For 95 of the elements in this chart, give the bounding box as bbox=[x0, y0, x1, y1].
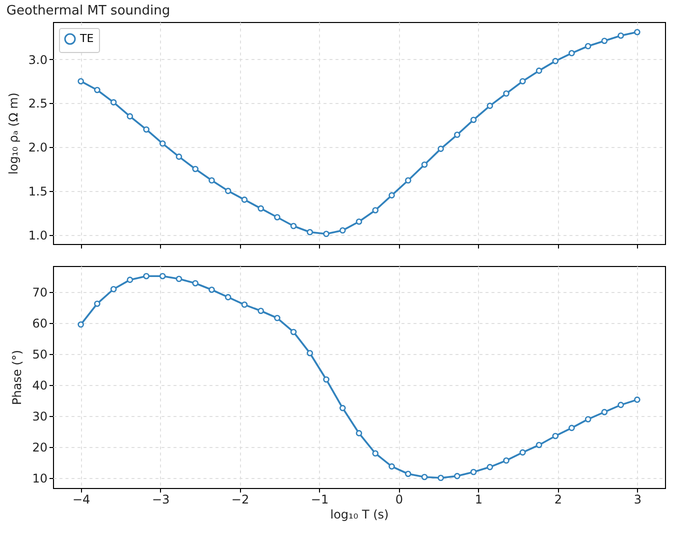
point bbox=[274, 314, 280, 322]
y-axis-title: log₁₀ ρₐ (Ω m) bbox=[6, 92, 20, 174]
point bbox=[208, 177, 215, 184]
point bbox=[421, 161, 428, 168]
y-tick-label: 2.5 bbox=[28, 96, 48, 111]
point bbox=[634, 28, 640, 36]
point bbox=[306, 350, 314, 356]
y-tick-label: 1.5 bbox=[28, 184, 48, 198]
point bbox=[159, 272, 166, 280]
point bbox=[94, 300, 100, 307]
x-axis-title: log₁₀ T (s) bbox=[330, 508, 389, 522]
point bbox=[306, 229, 314, 236]
y-tick-label: 2.0 bbox=[28, 140, 48, 155]
point bbox=[258, 205, 264, 212]
point bbox=[241, 302, 248, 308]
point bbox=[241, 196, 248, 203]
point bbox=[208, 286, 215, 293]
point bbox=[224, 188, 232, 194]
point bbox=[552, 58, 559, 64]
point bbox=[258, 308, 264, 314]
point bbox=[634, 396, 640, 403]
point bbox=[520, 78, 526, 84]
y-tick-label: 1.0 bbox=[28, 228, 48, 242]
point bbox=[536, 68, 542, 74]
point bbox=[388, 192, 395, 198]
x-tick-label: −3 bbox=[152, 492, 170, 506]
point bbox=[470, 116, 477, 123]
point bbox=[126, 113, 134, 120]
point bbox=[503, 457, 510, 464]
point bbox=[110, 286, 117, 292]
y-tick-label: 10 bbox=[32, 472, 48, 486]
point bbox=[159, 140, 166, 147]
point bbox=[438, 146, 444, 152]
point bbox=[143, 272, 150, 280]
point bbox=[601, 408, 608, 416]
x-tick-label: 3 bbox=[634, 492, 642, 506]
point bbox=[323, 230, 330, 238]
y-tick-label: 70 bbox=[32, 285, 48, 300]
point bbox=[356, 430, 362, 436]
point bbox=[339, 404, 346, 412]
x-tick-label: 2 bbox=[554, 492, 562, 506]
point bbox=[372, 207, 379, 214]
point bbox=[356, 218, 362, 225]
x-tick-label: 1 bbox=[474, 492, 483, 506]
chart-title: Geothermal MT sounding bbox=[6, 4, 170, 18]
y-tick-label: 3.0 bbox=[28, 52, 48, 67]
point bbox=[404, 177, 412, 184]
point bbox=[110, 99, 117, 106]
point bbox=[388, 463, 395, 470]
point bbox=[601, 38, 608, 44]
point bbox=[470, 468, 477, 476]
x-tick-label: −4 bbox=[72, 492, 90, 506]
point bbox=[421, 474, 428, 480]
point bbox=[290, 222, 297, 230]
point bbox=[404, 470, 412, 478]
legend-label: TE bbox=[79, 32, 94, 45]
point bbox=[224, 294, 232, 300]
point bbox=[454, 132, 460, 138]
x-tick-label: −2 bbox=[231, 492, 250, 506]
point bbox=[339, 227, 346, 234]
point bbox=[618, 32, 624, 39]
point bbox=[192, 280, 198, 286]
point bbox=[78, 78, 84, 84]
point bbox=[176, 276, 182, 282]
y-tick-label: 30 bbox=[32, 410, 48, 424]
point bbox=[486, 464, 494, 470]
point bbox=[192, 166, 198, 172]
point bbox=[568, 424, 575, 432]
y-tick-label: 50 bbox=[32, 348, 48, 362]
y-axis-title: Phase (°) bbox=[10, 350, 24, 406]
y-tick-label: 20 bbox=[32, 440, 48, 455]
point bbox=[584, 42, 592, 50]
x-tick-label: −1 bbox=[310, 492, 329, 506]
point bbox=[323, 376, 330, 383]
point bbox=[78, 321, 84, 328]
y-tick-label: 40 bbox=[32, 378, 48, 393]
point bbox=[290, 328, 297, 336]
point bbox=[372, 450, 379, 457]
point bbox=[552, 432, 559, 440]
point bbox=[143, 126, 150, 133]
point bbox=[618, 402, 624, 408]
point bbox=[503, 90, 510, 97]
x-tick-label: 0 bbox=[395, 492, 404, 506]
point bbox=[486, 102, 494, 109]
point bbox=[126, 276, 134, 283]
point bbox=[94, 86, 100, 94]
point bbox=[536, 442, 542, 448]
point bbox=[520, 449, 526, 456]
point bbox=[274, 214, 280, 220]
point bbox=[568, 50, 575, 56]
y-tick-label: 60 bbox=[32, 316, 48, 330]
point bbox=[438, 474, 444, 482]
point bbox=[454, 472, 460, 480]
point bbox=[584, 416, 592, 422]
point bbox=[176, 154, 182, 160]
